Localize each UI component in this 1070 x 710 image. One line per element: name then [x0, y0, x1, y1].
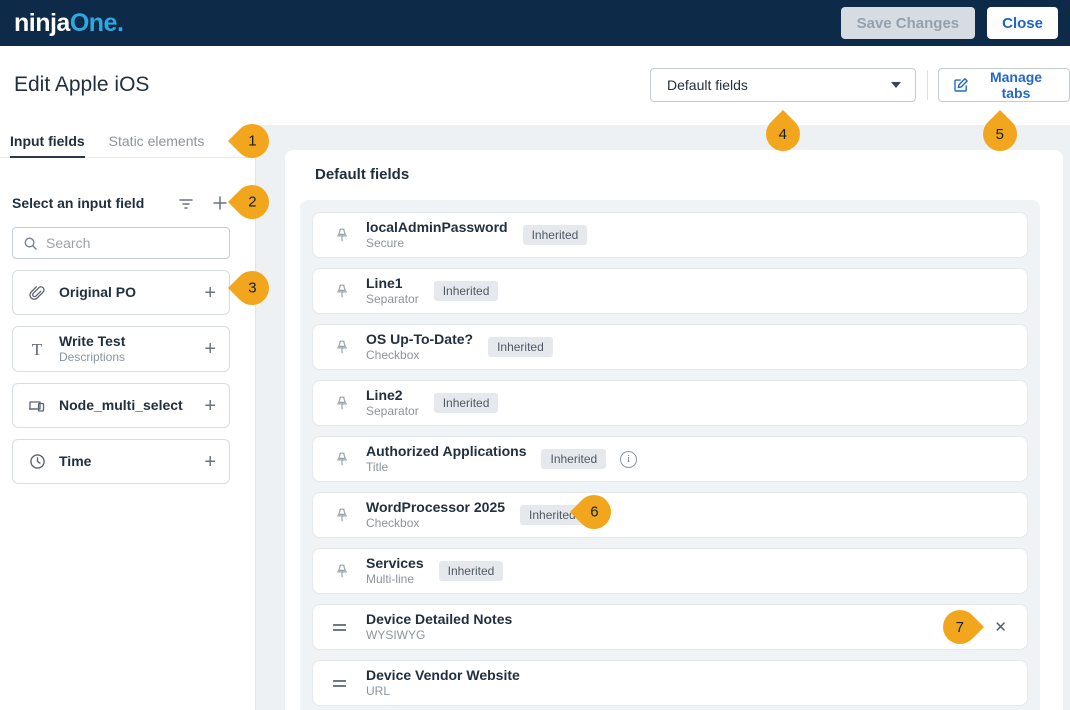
add-to-tab-button[interactable]: + — [204, 450, 216, 473]
pin-icon — [333, 451, 351, 467]
sidebar-field-item[interactable]: Original PO + — [12, 270, 230, 315]
field-row[interactable]: Line2 Separator Inherited — [312, 380, 1028, 426]
drag-handle-icon[interactable] — [333, 623, 351, 631]
inherited-badge: Inherited — [522, 225, 588, 245]
field-title: OS Up-To-Date? — [366, 331, 474, 347]
text-field-icon: T — [31, 339, 43, 359]
add-to-tab-button[interactable]: + — [204, 394, 216, 417]
sidebar-tabs: Input fields Static elements — [0, 125, 255, 158]
ninjaone-logo: ninjaOne. — [14, 8, 124, 37]
field-type: Checkbox — [366, 348, 420, 362]
pencil-edit-icon — [953, 77, 969, 93]
field-type: Separator — [366, 404, 419, 418]
inherited-badge: Inherited — [438, 561, 504, 581]
field-title: localAdminPassword — [366, 219, 508, 235]
field-title: Line2 — [366, 387, 403, 403]
pin-icon — [333, 339, 351, 355]
sidebar-field-item[interactable]: T Write Test Descriptions + — [12, 326, 230, 372]
clock-icon — [26, 453, 48, 470]
inherited-badge: Inherited — [520, 505, 585, 525]
save-changes-button[interactable]: Save Changes — [840, 7, 976, 39]
pin-icon — [333, 395, 351, 411]
field-row[interactable]: OS Up-To-Date? Checkbox Inherited — [312, 324, 1028, 370]
search-box — [12, 227, 230, 259]
sidebar-field-item[interactable]: Node_multi_select + — [12, 383, 230, 428]
tab-selector-value: Default fields — [667, 77, 748, 93]
field-row[interactable]: localAdminPassword Secure Inherited — [312, 212, 1028, 258]
sidebar-item-title: Original PO — [59, 284, 137, 300]
field-row[interactable]: WordProcessor 2025 Checkbox Inherited — [312, 492, 1028, 538]
page-header: Edit Apple iOS Default fields Manage tab… — [0, 46, 1070, 125]
tab-input-fields[interactable]: Input fields — [10, 125, 85, 158]
field-row[interactable]: Device Vendor Website URL — [312, 660, 1028, 706]
fields-section-heading: Default fields — [315, 166, 410, 183]
paperclip-icon — [26, 284, 48, 302]
inherited-badge: Inherited — [488, 337, 553, 357]
field-type: Multi-line — [366, 572, 415, 586]
devices-icon — [26, 397, 48, 415]
field-title: WordProcessor 2025 — [366, 499, 506, 515]
info-icon[interactable]: i — [620, 450, 638, 468]
field-title: Authorized Applications — [366, 443, 527, 459]
field-row[interactable]: Authorized Applications Title Inherited … — [312, 436, 1028, 482]
sidebar-item-list: Original PO + T Write Test Descriptions … — [12, 270, 230, 484]
select-input-field-label: Select an input field — [12, 195, 145, 211]
add-field-icon[interactable] — [210, 193, 230, 213]
tab-static-elements[interactable]: Static elements — [108, 132, 205, 149]
header-divider — [927, 70, 928, 100]
field-title: Device Detailed Notes — [366, 611, 513, 627]
sidebar: Input fields Static elements Select an i… — [0, 125, 255, 710]
field-row[interactable]: Device Detailed Notes WYSIWYG ✕ — [312, 604, 1028, 650]
sidebar-item-subtitle: Descriptions — [59, 350, 126, 364]
manage-tabs-button[interactable]: Manage tabs — [938, 68, 1070, 102]
field-title: Services — [366, 555, 424, 571]
page-title: Edit Apple iOS — [14, 73, 150, 96]
field-title: Device Vendor Website — [366, 667, 520, 683]
inherited-badge: Inherited — [541, 449, 607, 469]
remove-field-icon[interactable]: ✕ — [990, 616, 1011, 639]
sidebar-item-title: Write Test — [59, 333, 126, 349]
field-type: URL — [366, 684, 391, 698]
top-navbar: ninjaOne. Save Changes Close — [0, 0, 1070, 46]
field-type: Separator — [366, 292, 419, 306]
search-icon — [23, 236, 38, 251]
inherited-badge: Inherited — [433, 281, 499, 301]
search-input[interactable] — [46, 235, 219, 251]
pin-icon — [333, 283, 351, 299]
field-type: Title — [366, 460, 389, 474]
chevron-down-icon — [891, 82, 901, 88]
pin-icon — [333, 563, 351, 579]
tab-selector-dropdown[interactable]: Default fields — [650, 68, 916, 102]
sidebar-item-title: Time — [59, 453, 92, 469]
pin-icon — [333, 507, 351, 523]
field-type: WYSIWYG — [366, 628, 426, 642]
field-type: Checkbox — [366, 516, 420, 530]
add-to-tab-button[interactable]: + — [204, 338, 216, 360]
fields-list: localAdminPassword Secure Inherited Line… — [300, 200, 1040, 710]
sidebar-field-item[interactable]: Time + — [12, 439, 230, 484]
field-row[interactable]: Line1 Separator Inherited — [312, 268, 1028, 314]
field-row[interactable]: Services Multi-line Inherited — [312, 548, 1028, 594]
sidebar-item-title: Node_multi_select — [59, 397, 183, 413]
field-type: Secure — [366, 236, 405, 250]
filter-icon[interactable] — [176, 193, 196, 213]
inherited-badge: Inherited — [433, 393, 499, 413]
close-button[interactable]: Close — [987, 7, 1058, 39]
pin-icon — [333, 227, 351, 243]
drag-handle-icon[interactable] — [333, 679, 351, 687]
field-title: Line1 — [366, 275, 403, 291]
add-to-tab-button[interactable]: + — [204, 281, 216, 304]
